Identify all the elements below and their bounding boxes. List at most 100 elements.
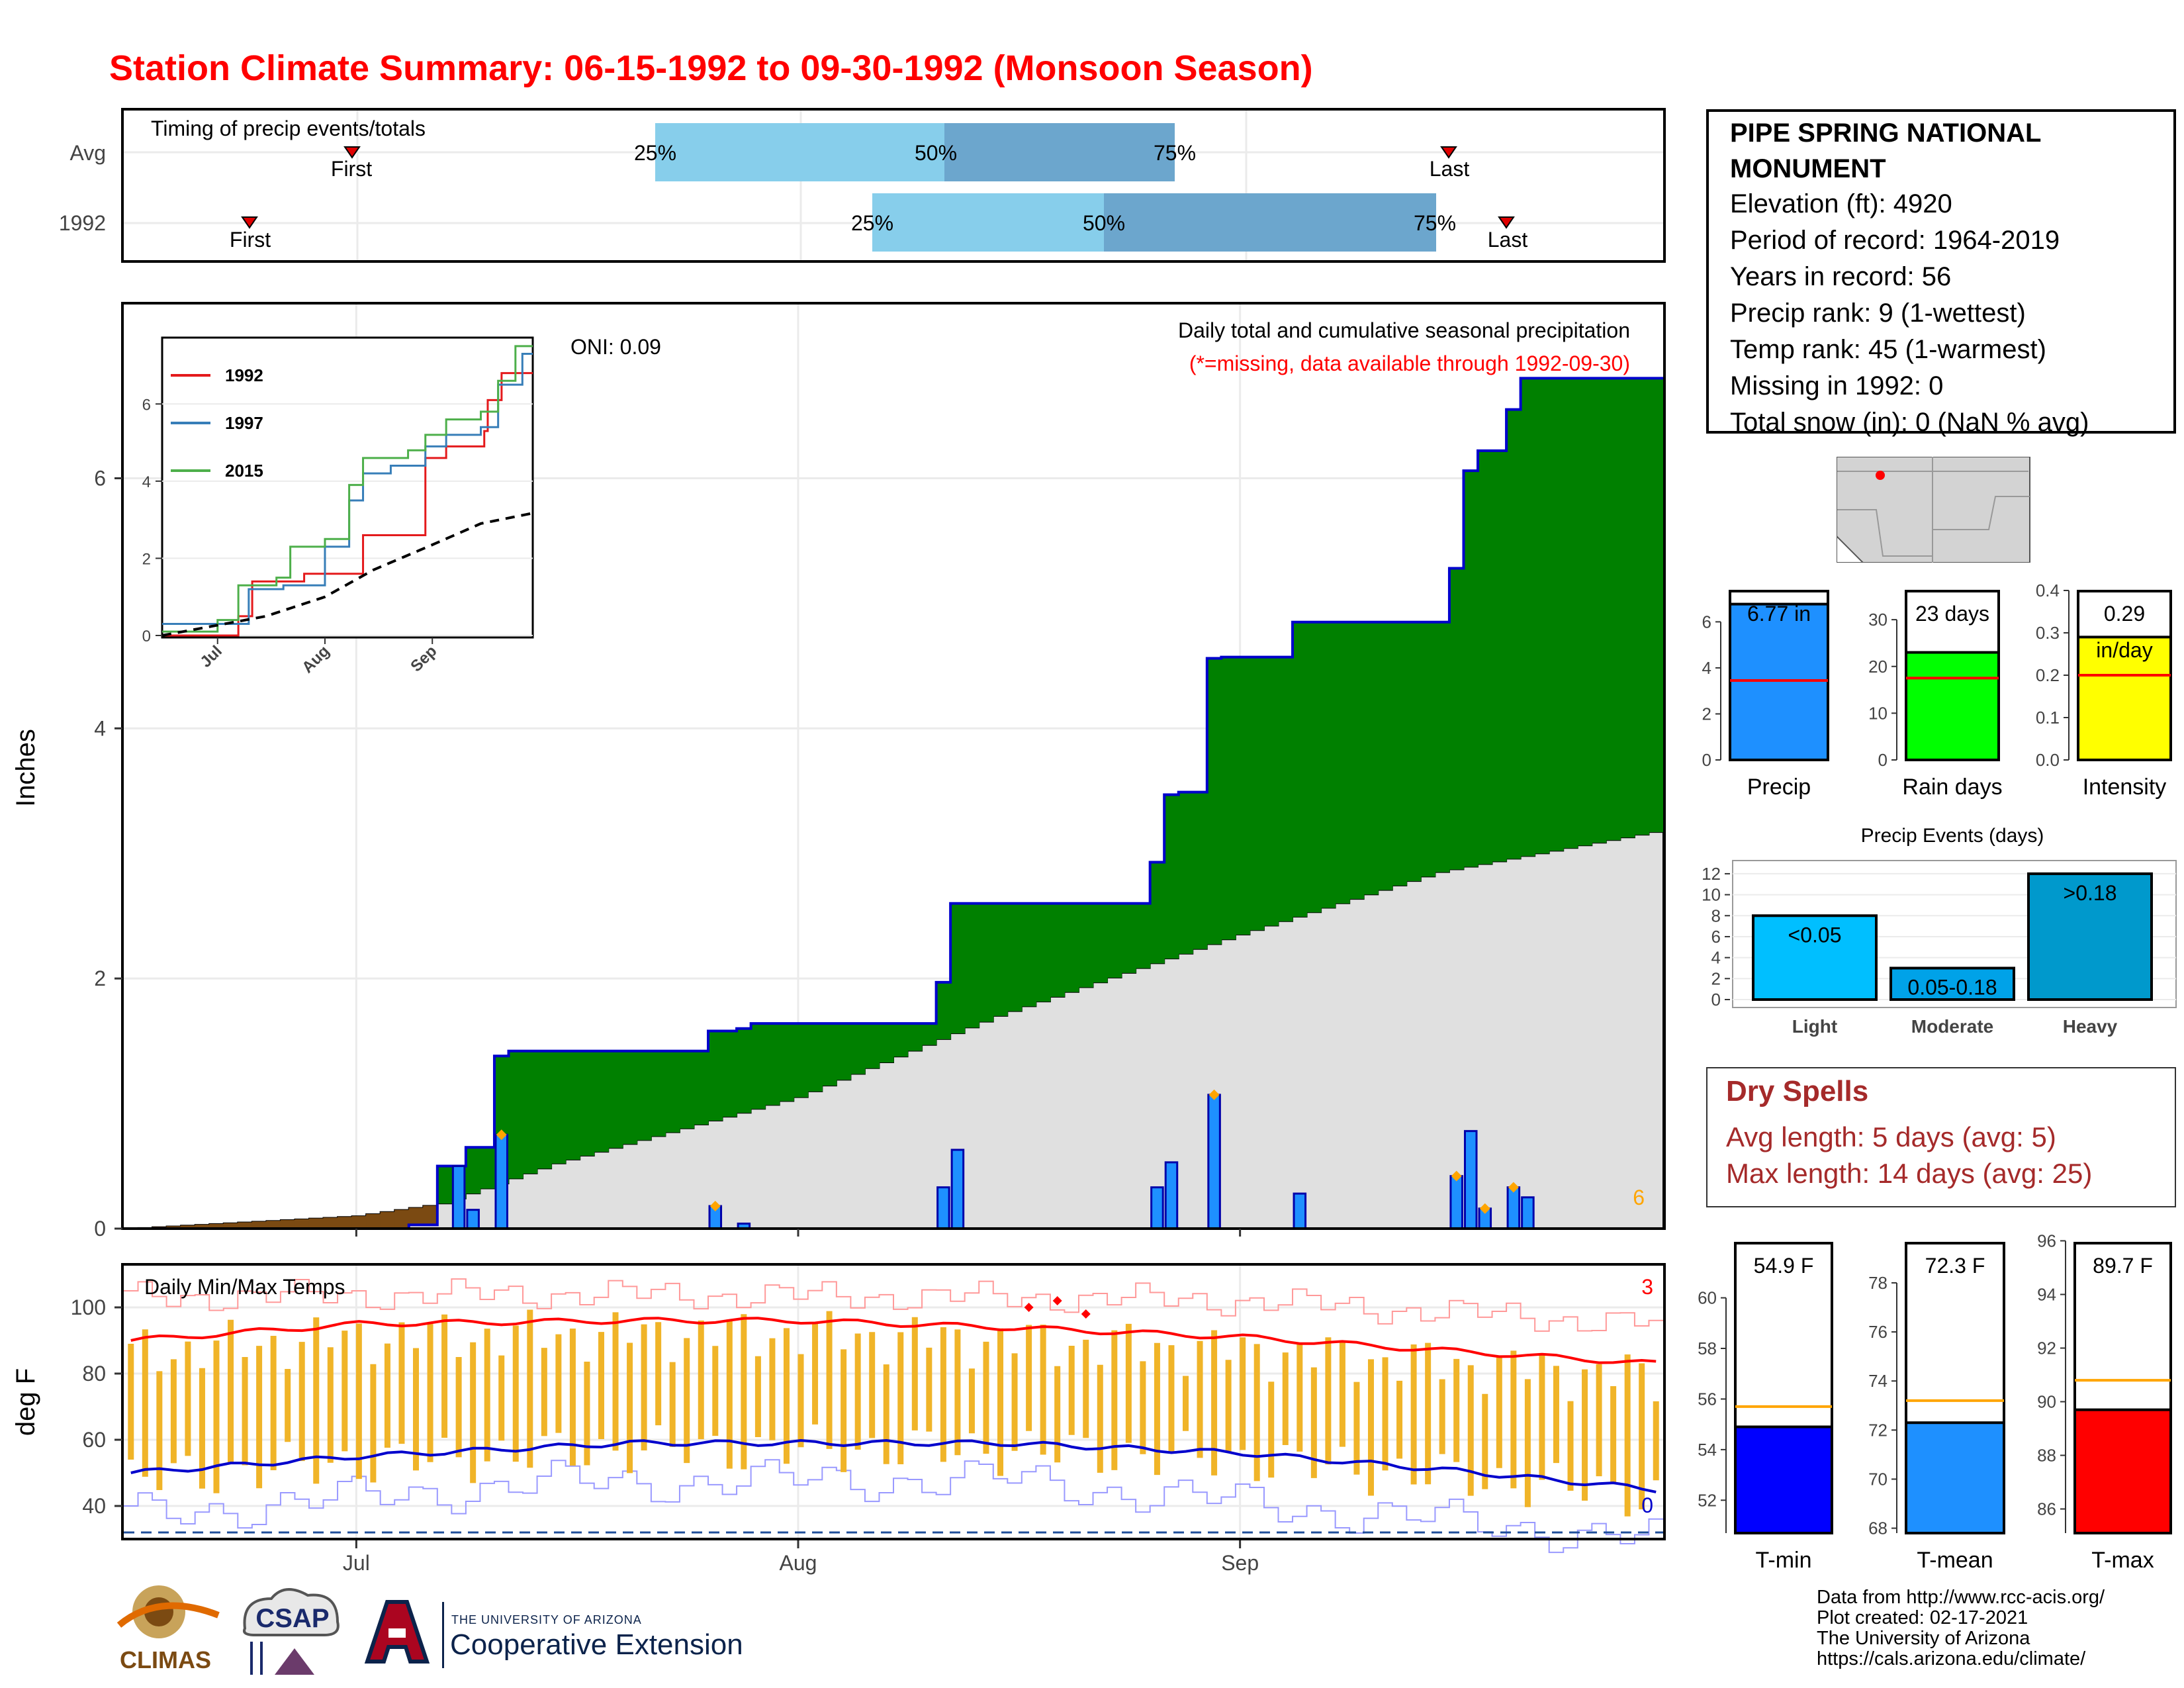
above-normal-fill [551, 1051, 567, 1164]
inset-line-2015 [162, 345, 533, 633]
station-years: Years in record: 56 [1730, 262, 1952, 291]
intensity-summary-bar [2077, 635, 2172, 762]
inset-ytick-label: 0 [142, 628, 151, 645]
events-category-label: Light [1792, 1016, 1837, 1037]
avg-row-label: Avg [69, 141, 106, 165]
yr-quartile-high [1104, 193, 1436, 252]
avg-p25: 25% [634, 141, 676, 165]
temp-panel-label: Daily Min/Max Temps [144, 1275, 345, 1299]
above-normal-fill [594, 1051, 609, 1152]
below-normal-fill [181, 1225, 196, 1229]
above-normal-fill [651, 1051, 666, 1137]
footer-university: The University of Arizona [1817, 1628, 2030, 1649]
rain-days-summary-tick-label: 20 [1868, 657, 1888, 677]
above-normal-fill [1193, 792, 1208, 949]
above-normal-fill [523, 1051, 538, 1174]
below-normal-fill [295, 1219, 310, 1229]
below-normal-fill [251, 1221, 267, 1229]
tmean-summary-tick-label: 78 [1868, 1273, 1888, 1293]
above-normal-fill [850, 1023, 866, 1074]
above-normal-fill [1392, 622, 1407, 886]
events-tick-label: 10 [1702, 885, 1721, 905]
ua-small-text: THE UNIVERSITY OF ARIZONA [451, 1613, 642, 1626]
temp-ytick-label: 40 [82, 1494, 106, 1518]
event-marker [1208, 1089, 1220, 1100]
temp-count-top: 3 [1641, 1275, 1653, 1299]
above-normal-fill [1335, 622, 1350, 904]
inset-average-line [161, 512, 533, 637]
tmean-summary-bar [1905, 1421, 2005, 1534]
rain-days-summary-value-label: 23 days [1915, 602, 1989, 626]
events-tick-label: 2 [1711, 968, 1721, 988]
event-marker [1479, 1203, 1490, 1214]
event-marker [1508, 1182, 1519, 1193]
above-normal-fill [465, 1147, 481, 1194]
above-normal-fill [1093, 903, 1108, 983]
above-normal-fill [1592, 378, 1607, 843]
above-normal-fill [1378, 622, 1393, 890]
above-normal-fill [1107, 903, 1122, 978]
above-normal-fill [1478, 450, 1493, 865]
tmin-summary-value-label: 54.9 F [1754, 1254, 1814, 1278]
temp-panel: 40 60 80 100 Jul Aug Sep deg F Daily Min/Max … [11, 1229, 1666, 1575]
record-high-marker [1024, 1303, 1034, 1312]
below-normal-fill [394, 1209, 410, 1229]
above-normal-fill [1078, 903, 1094, 988]
intensity-summary-axis-label: Intensity [2083, 774, 2167, 800]
tmin-summary-bar [1734, 1425, 1833, 1534]
rain-days-summary-tick-label: 0 [1878, 750, 1888, 770]
events-bar-label: <0.05 [1788, 923, 1842, 947]
tmax-summary-tick-label: 90 [2037, 1392, 2056, 1412]
tmax-summary-tick-label: 86 [2037, 1499, 2056, 1519]
yr-row-label: 1992 [59, 211, 106, 235]
above-normal-fill [936, 982, 951, 1039]
event-marker [1451, 1170, 1462, 1182]
above-normal-fill [1178, 792, 1193, 954]
above-normal-fill [1620, 378, 1635, 838]
above-normal-fill [1649, 378, 1664, 833]
above-normal-fill [537, 1051, 552, 1169]
above-normal-fill [1306, 622, 1322, 913]
above-normal-fill [1634, 378, 1650, 835]
csap-logo: CSAP [243, 1588, 340, 1675]
yr-last-label: Last [1488, 228, 1528, 252]
above-normal-fill [1250, 657, 1265, 931]
temp-ytick-label: 80 [82, 1362, 106, 1385]
rain-days-summary-bar [1905, 651, 2000, 761]
inset-legend-label: 1997 [225, 413, 263, 433]
precip-ytick-label: 0 [94, 1217, 106, 1241]
above-normal-fill [1420, 622, 1436, 877]
above-normal-fill [665, 1051, 680, 1133]
cumulative-precip-line [124, 377, 1663, 1230]
record-high-marker [1081, 1309, 1091, 1319]
tmin-summary-tick-label: 56 [1698, 1389, 1717, 1409]
above-normal-fill [1606, 378, 1621, 841]
dry-spells-box: Dry Spells Avg length: 5 days (avg: 5) M… [1706, 1067, 2176, 1207]
above-normal-fill [565, 1051, 580, 1160]
above-normal-fill [779, 1023, 794, 1102]
tmin-summary-tick-label: 58 [1698, 1338, 1717, 1358]
climas-logo-text: CLIMAS [120, 1646, 211, 1673]
intensity-summary-tick-label: 0.3 [2036, 623, 2060, 643]
below-normal-fill [308, 1218, 324, 1229]
tmax-summary-value-label: 89.7 F [2093, 1254, 2153, 1278]
precip-panel: 0 2 4 6 Inches Daily total and cumulative s… [11, 302, 1666, 1241]
tmean-summary-value-label: 72.3 F [1925, 1254, 1985, 1278]
intensity-summary-tick-label: 0.0 [2036, 750, 2060, 770]
yr-quartile-low [872, 193, 1104, 252]
tmean-summary-tick-label: 68 [1868, 1519, 1888, 1538]
rain-days-summary-tick-label: 30 [1868, 610, 1888, 630]
above-normal-fill [765, 1023, 780, 1105]
avg-tmin-line [130, 1439, 1657, 1493]
timing-panel: Timing of precip events/totals Avg 1992 … [59, 108, 1666, 263]
above-normal-fill [1206, 658, 1222, 945]
event-marker [709, 1200, 721, 1211]
station-elevation: Elevation (ft): 4920 [1730, 189, 1952, 218]
above-normal-fill [1007, 903, 1023, 1011]
above-normal-fill [1363, 622, 1379, 895]
below-normal-fill [195, 1225, 210, 1229]
precip-summary-value-label: 6.77 in [1747, 602, 1811, 626]
above-normal-fill [751, 1023, 766, 1109]
